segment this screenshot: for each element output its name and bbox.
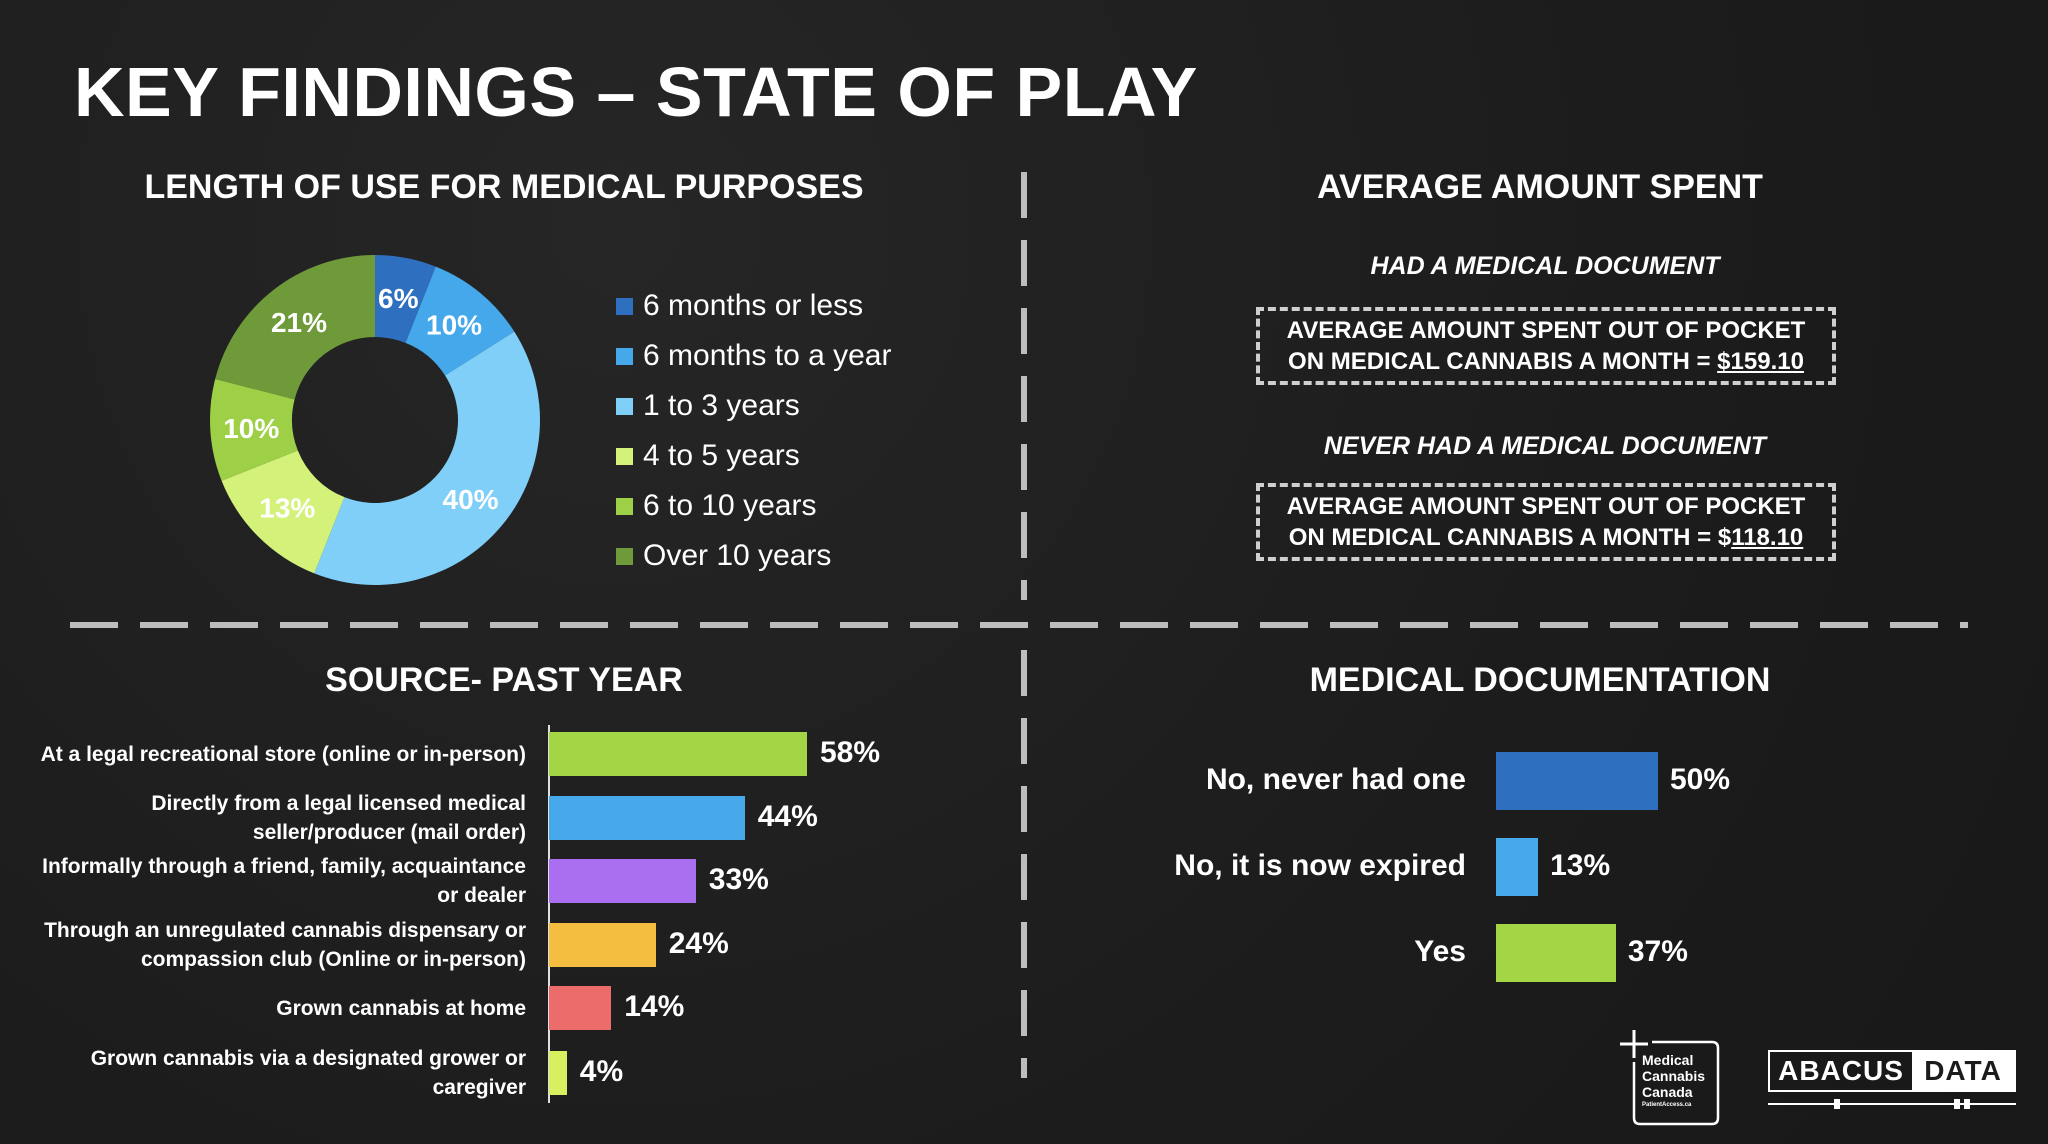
never-had-document-heading: NEVER HAD A MEDICAL DOCUMENT (1323, 432, 1767, 460)
donut-slice-over-10-years (215, 255, 375, 400)
abacus-rule-icon (1768, 1099, 2016, 1109)
donut-slice-6-months-or-less (375, 255, 436, 343)
donut-label-4-to-5-years: 13% (259, 493, 315, 524)
stat-line-1: AVERAGE AMOUNT SPENT OUT OF POCKET (1286, 317, 1806, 344)
legend-swatch (616, 297, 633, 315)
legend-label: 4 to 5 years (643, 439, 800, 472)
legend-label: 6 months or less (643, 289, 864, 322)
legend-label: 6 months to a year (643, 339, 892, 372)
legend-label: 6 to 10 years (643, 489, 817, 522)
legend-item-over-10-years: Over 10 years (616, 531, 891, 581)
donut-legend: 6 months or less 6 months to a year 1 to 3… (616, 281, 891, 581)
had-document-stat-box: AVERAGE AMOUNT SPENT OUT OF POCKET ON ME… (1256, 307, 1836, 385)
had-document-heading: HAD A MEDICAL DOCUMENT (1370, 252, 1720, 280)
donut-label-over-10-years: 21% (271, 307, 327, 338)
legend-label: Over 10 years (643, 539, 832, 572)
stat-line-1: AVERAGE AMOUNT SPENT OUT OF POCKET (1286, 493, 1806, 520)
length-of-use-donut: 6%10%40%13%10%21% (209, 255, 540, 585)
never-had-document-stat-box: AVERAGE AMOUNT SPENT OUT OF POCKET ON ME… (1256, 483, 1836, 561)
legend-item-6-months-to-a-year: 6 months to a year (616, 331, 891, 381)
legend-item-4-to-5-years: 4 to 5 years (616, 431, 891, 481)
page-title: KEY FINDINGS – STATE OF PLAY (74, 53, 1198, 131)
donut-slice-6-to-10-years (209, 378, 298, 481)
donut-label-6-months-or-less: 6% (378, 283, 419, 314)
stat-line-2: ON MEDICAL CANNABIS A MONTH = $118.10 (1288, 524, 1804, 551)
donut-slice-1-to-3-years (314, 331, 540, 585)
legend-swatch (616, 397, 633, 415)
abacus-data-logo: ABACUS DATA (1768, 1050, 2018, 1116)
legend-item-6-to-10-years: 6 to 10 years (616, 481, 891, 531)
plus-icon (1620, 1030, 1720, 1126)
donut-label-6-months-to-a-year: 10% (426, 309, 482, 340)
medical-cannabis-canada-logo: Medical Cannabis Canada PatientAccess.ca (1620, 1030, 1720, 1126)
donut-label-1-to-3-years: 40% (443, 484, 499, 515)
source-title: SOURCE- PAST YEAR (325, 661, 683, 699)
donut-label-6-to-10-years: 10% (223, 413, 279, 444)
had-document-value: $159.10 (1717, 348, 1804, 375)
donut-slice-4-to-5-years (221, 450, 345, 574)
length-of-use-title: LENGTH OF USE FOR MEDICAL PURPOSES (144, 168, 864, 206)
legend-label: 1 to 3 years (643, 389, 800, 422)
stat-line-2: ON MEDICAL CANNABIS A MONTH = $159.10 (1288, 348, 1804, 375)
legend-item-6-months-or-less: 6 months or less (616, 281, 891, 331)
legend-swatch (616, 547, 633, 565)
legend-swatch (616, 497, 633, 515)
legend-swatch (616, 347, 633, 365)
medical-documentation-title: MEDICAL DOCUMENTATION (1309, 661, 1771, 699)
legend-item-1-to-3-years: 1 to 3 years (616, 381, 891, 431)
donut-slice-6-months-to-a-year (405, 266, 515, 376)
never-had-document-value: 118.10 (1731, 524, 1804, 551)
legend-swatch (616, 447, 633, 465)
average-amount-title: AVERAGE AMOUNT SPENT (1317, 168, 1763, 206)
